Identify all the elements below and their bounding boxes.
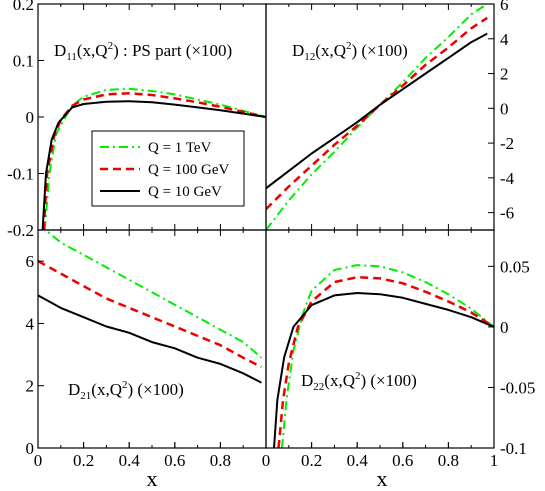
y-tick-label-d12: 2 bbox=[500, 65, 509, 84]
legend-label-100gev: Q = 100 GeV bbox=[148, 162, 230, 178]
legend-label-1tev: Q = 1 TeV bbox=[148, 140, 212, 156]
panel-frame-d21 bbox=[37, 229, 267, 449]
x-tick-label-d22: 1 bbox=[490, 451, 499, 470]
series-line-d22-1tev bbox=[281, 264, 494, 448]
y-tick-label-d12: -6 bbox=[500, 204, 514, 223]
panel-title-d12: D12(x,Q2) (×100) bbox=[292, 40, 408, 63]
series-line-d21-1tev bbox=[43, 230, 263, 359]
panel-d21: 6 4 2 00 0.2 0.4 0.6 0.8 bbox=[26, 229, 267, 470]
series-line-d12-10gev bbox=[266, 32, 488, 190]
x-axis-label-left: x bbox=[147, 466, 158, 491]
legend: Q = 1 TeV Q = 100 GeV Q = 10 GeV bbox=[91, 130, 245, 207]
y-tick-label-d22: 0.05 bbox=[500, 257, 530, 276]
y-tick-label-d21: 2 bbox=[26, 377, 35, 396]
y-tick-label-d12: 0 bbox=[500, 99, 509, 118]
y-tick-label-d22: 0 bbox=[500, 318, 509, 337]
panel-frame-d12 bbox=[265, 3, 495, 231]
y-tick-label-d12: 6 bbox=[500, 0, 509, 14]
y-tick-label-d11: 0.2 bbox=[13, 0, 34, 14]
series-line-d22-100gev bbox=[277, 275, 494, 448]
panel-d22: 0.05 0 -0.05 -0.1 0 0.2 0.4 0.6 0.8 1 bbox=[262, 229, 535, 470]
y-tick-label-d11: -0.2 bbox=[7, 221, 34, 240]
y-tick-label-d11: 0.1 bbox=[13, 52, 34, 71]
series-line-d12-1tev bbox=[266, 4, 488, 230]
panel-d12: 6 4 2 0 -2 -4 -6 bbox=[265, 0, 515, 231]
series-line-d11-100gev bbox=[42, 92, 266, 230]
text-layer: D11(x,Q2) : PS part (×100) D12(x,Q2) (×1… bbox=[54, 40, 417, 491]
y-tick-label-d11: 0 bbox=[26, 108, 35, 127]
series-line-d11-1tev bbox=[43, 87, 266, 230]
x-axis-label-right: x bbox=[377, 466, 388, 491]
series-line-d22-10gev bbox=[273, 292, 494, 448]
x-tick-label-d22: 0.6 bbox=[392, 451, 413, 470]
legend-label-10gev: Q = 10 GeV bbox=[148, 184, 222, 200]
series-line-d21-100gev bbox=[38, 260, 262, 369]
panel-d11: 0.2 0.1 0 -0.1 -0.2 bbox=[7, 0, 267, 240]
x-tick-label-d21: 0.8 bbox=[210, 451, 231, 470]
y-tick-label-d12: -4 bbox=[500, 169, 515, 188]
x-tick-label-d22: 0.8 bbox=[438, 451, 459, 470]
series-line-d12-100gev bbox=[266, 16, 488, 210]
y-tick-label-d12: -2 bbox=[500, 134, 514, 153]
x-tick-label-d22: 0.2 bbox=[301, 451, 322, 470]
y-tick-label-d11: -0.1 bbox=[7, 165, 34, 184]
y-tick-label-d12: 4 bbox=[500, 30, 509, 49]
x-tick-label-d21: 0.2 bbox=[73, 451, 94, 470]
panel-title-d11: D11(x,Q2) : PS part (×100) bbox=[54, 40, 232, 63]
x-tick-label-d21: 0.4 bbox=[119, 451, 141, 470]
x-tick-label-d21: 0 bbox=[34, 451, 43, 470]
panel-frame-d22 bbox=[265, 229, 495, 449]
series-line-d21-10gev bbox=[38, 294, 262, 384]
x-tick-label-d22: 0.4 bbox=[347, 451, 369, 470]
y-tick-label-d22: -0.05 bbox=[500, 378, 535, 397]
series-line-d11-10gev bbox=[41, 100, 266, 230]
panel-title-d22: D22(x,Q2) (×100) bbox=[301, 370, 417, 393]
y-tick-label-d21: 4 bbox=[26, 314, 35, 333]
panel-title-d21: D21(x,Q2) (×100) bbox=[68, 379, 184, 402]
x-tick-label-d22: 0 bbox=[262, 451, 271, 470]
y-tick-label-d21: 6 bbox=[26, 252, 35, 271]
y-tick-label-d21: 0 bbox=[26, 439, 35, 458]
x-tick-label-d21: 0.6 bbox=[164, 451, 185, 470]
y-tick-label-d22: -0.1 bbox=[500, 439, 527, 458]
